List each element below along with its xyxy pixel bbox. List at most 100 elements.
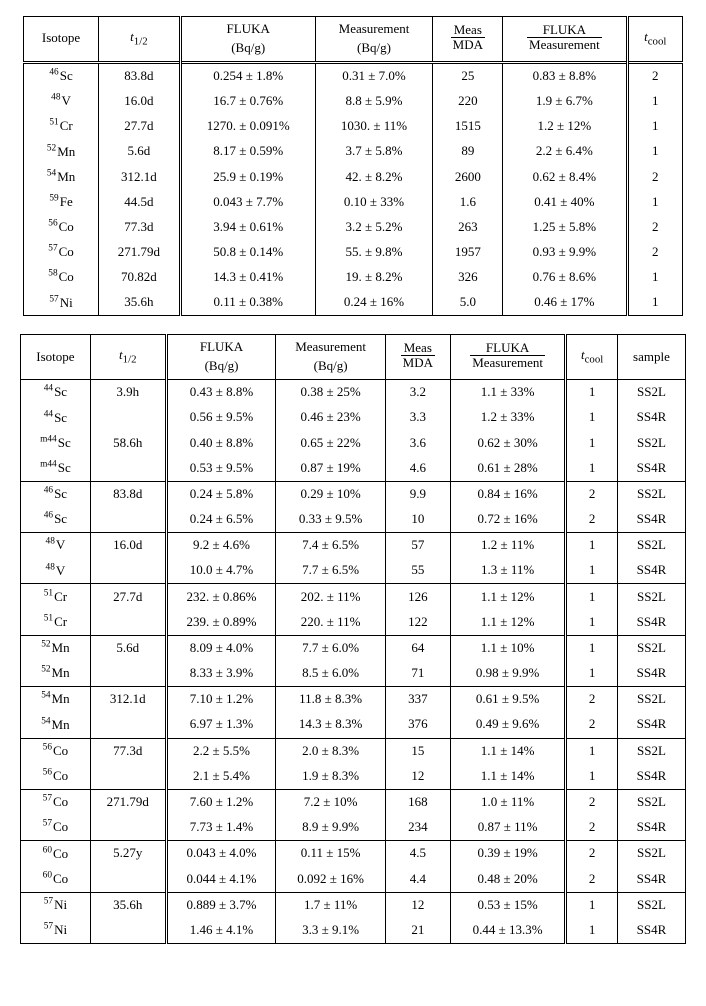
- table2-cell: 7.7 ± 6.0%: [276, 635, 385, 661]
- table2-header-tcool: tcool: [566, 335, 618, 380]
- table2-cell: 4.6: [385, 456, 450, 482]
- table2-cell: 220. ± 11%: [276, 610, 385, 636]
- table2-cell: 1: [566, 738, 618, 764]
- table2-cell: 57Co: [21, 815, 91, 841]
- table2-cell: 27.7d: [90, 584, 166, 610]
- table1-cell: 59Fe: [24, 190, 99, 215]
- table2-cell: 4.4: [385, 866, 450, 892]
- table2-cell: 10: [385, 507, 450, 533]
- table1-header-meas: Measurement(Bq/g): [315, 17, 433, 63]
- table2-cell: 52Mn: [21, 661, 91, 687]
- table2-cell: 0.044 ± 4.1%: [166, 866, 276, 892]
- table1-cell: 16.0d: [99, 89, 181, 114]
- table-2: Isotopet1/2FLUKA(Bq/g)Measurement(Bq/g)M…: [20, 334, 686, 943]
- table1-cell: 3.7 ± 5.8%: [315, 139, 433, 164]
- table1-cell: 220: [433, 89, 503, 114]
- table2-cell: 1.0 ± 11%: [450, 789, 566, 815]
- table1-cell: 2: [627, 62, 682, 89]
- table2-cell: 0.61 ± 28%: [450, 456, 566, 482]
- table2-cell: 5.27y: [90, 841, 166, 867]
- table2-cell: 376: [385, 712, 450, 738]
- table1-cell: 0.24 ± 16%: [315, 290, 433, 316]
- table2-cell: 0.39 ± 19%: [450, 841, 566, 867]
- table2-cell: 1.2 ± 11%: [450, 533, 566, 559]
- table2-cell: 234: [385, 815, 450, 841]
- table1-cell: 58Co: [24, 265, 99, 290]
- table2-cell: 1: [566, 610, 618, 636]
- table2-cell: 7.4 ± 6.5%: [276, 533, 385, 559]
- table2-cell: 51Cr: [21, 610, 91, 636]
- table2-cell: SS4R: [617, 507, 685, 533]
- table2-cell: 3.3 ± 9.1%: [276, 918, 385, 944]
- table2-cell: 7.10 ± 1.2%: [166, 687, 276, 713]
- table2-cell: 2: [566, 789, 618, 815]
- table2-cell: 48V: [21, 533, 91, 559]
- table2-cell: 312.1d: [90, 687, 166, 713]
- table1-cell: 1.2 ± 12%: [503, 114, 627, 139]
- table1-cell: 2: [627, 240, 682, 265]
- table1-cell: 0.31 ± 7.0%: [315, 62, 433, 89]
- table2-cell: SS2L: [617, 892, 685, 918]
- table2-cell: 271.79d: [90, 789, 166, 815]
- table1-cell: 5.0: [433, 290, 503, 316]
- table2-cell: 1.2 ± 33%: [450, 405, 566, 430]
- table2-cell: 1.46 ± 4.1%: [166, 918, 276, 944]
- table2-header-fm: FLUKAMeasurement: [450, 335, 566, 380]
- table1-cell: 0.254 ± 1.8%: [180, 62, 315, 89]
- table2-header-fluka: FLUKA(Bq/g): [166, 335, 276, 380]
- table2-cell: 1: [566, 918, 618, 944]
- table2-cell: 60Co: [21, 841, 91, 867]
- table1-cell: 35.6h: [99, 290, 181, 316]
- table2-header-sample: sample: [617, 335, 685, 380]
- table2-cell: [90, 712, 166, 738]
- table2-cell: 14.3 ± 8.3%: [276, 712, 385, 738]
- table2-cell: 126: [385, 584, 450, 610]
- table2-cell: 46Sc: [21, 507, 91, 533]
- table2-cell: m44Sc: [21, 430, 91, 455]
- table2-cell: 7.7 ± 6.5%: [276, 558, 385, 584]
- table2-cell: 52Mn: [21, 635, 91, 661]
- table1-cell: 1: [627, 190, 682, 215]
- table2-cell: 7.60 ± 1.2%: [166, 789, 276, 815]
- table2-cell: 232. ± 0.86%: [166, 584, 276, 610]
- table1-cell: 1: [627, 265, 682, 290]
- table2-cell: 9.9: [385, 481, 450, 507]
- table2-cell: 77.3d: [90, 738, 166, 764]
- table2-cell: [90, 558, 166, 584]
- table2-cell: 2: [566, 507, 618, 533]
- table2-cell: 0.46 ± 23%: [276, 405, 385, 430]
- table2-cell: 0.48 ± 20%: [450, 866, 566, 892]
- table1-cell: 16.7 ± 0.76%: [180, 89, 315, 114]
- table2-cell: 5.6d: [90, 635, 166, 661]
- table2-cell: 12: [385, 764, 450, 790]
- table2-cell: [90, 661, 166, 687]
- table2-cell: 44Sc: [21, 405, 91, 430]
- table1-cell: 0.46 ± 17%: [503, 290, 627, 316]
- table1-cell: 55. ± 9.8%: [315, 240, 433, 265]
- table1-cell: 8.17 ± 0.59%: [180, 139, 315, 164]
- table1-cell: 0.76 ± 8.6%: [503, 265, 627, 290]
- table2-cell: SS4R: [617, 712, 685, 738]
- table2-cell: 48V: [21, 558, 91, 584]
- table2-cell: [90, 456, 166, 482]
- table2-cell: 56Co: [21, 764, 91, 790]
- table2-cell: 55: [385, 558, 450, 584]
- table2-cell: 0.62 ± 30%: [450, 430, 566, 455]
- table2-cell: 57Co: [21, 789, 91, 815]
- table2-cell: SS2L: [617, 789, 685, 815]
- table1-cell: 57Ni: [24, 290, 99, 316]
- table2-cell: 1: [566, 533, 618, 559]
- table2-cell: 2.1 ± 5.4%: [166, 764, 276, 790]
- table2-cell: 0.87 ± 19%: [276, 456, 385, 482]
- table2-cell: 12: [385, 892, 450, 918]
- table2-cell: 0.84 ± 16%: [450, 481, 566, 507]
- table1-cell: 70.82d: [99, 265, 181, 290]
- table1-cell: 3.94 ± 0.61%: [180, 215, 315, 240]
- table2-cell: 8.09 ± 4.0%: [166, 635, 276, 661]
- table1-header-tcool: tcool: [627, 17, 682, 63]
- table2-cell: 3.6: [385, 430, 450, 455]
- table2-cell: 2: [566, 815, 618, 841]
- table2-cell: SS4R: [617, 456, 685, 482]
- table2-cell: 3.9h: [90, 380, 166, 406]
- table2-header-meas: Measurement(Bq/g): [276, 335, 385, 380]
